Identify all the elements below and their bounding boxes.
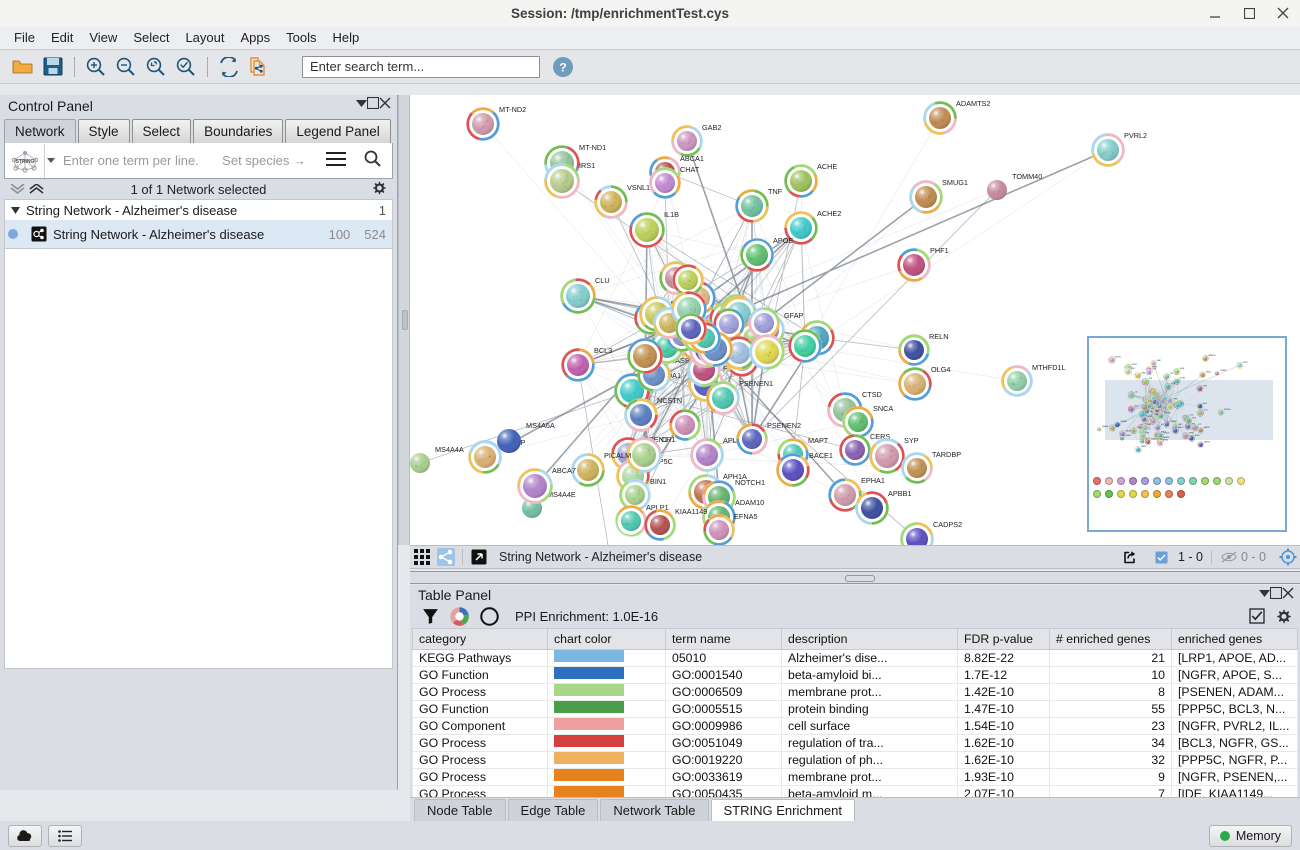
svg-text:?: ? [559,60,566,74]
svg-text:STRING: STRING [15,159,34,165]
